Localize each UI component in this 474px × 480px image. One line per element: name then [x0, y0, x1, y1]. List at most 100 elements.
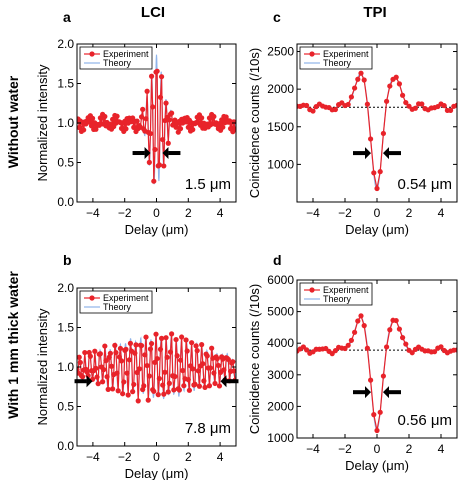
experiment-point: [143, 334, 149, 340]
experiment-point: [94, 374, 100, 380]
experiment-point: [215, 362, 221, 369]
experiment-point: [352, 329, 358, 335]
experiment-point: [448, 107, 454, 113]
experiment-point: [138, 342, 145, 349]
experiment-point: [212, 380, 218, 387]
width-label: 7.8 μm: [185, 420, 231, 437]
theory-series-line: [297, 72, 457, 190]
experiment-point: [143, 116, 149, 122]
experiment-point: [189, 340, 195, 346]
x-tick-label: −4: [306, 206, 320, 220]
experiment-point: [125, 392, 131, 398]
experiment-point: [126, 357, 132, 363]
experiment-point: [171, 387, 177, 393]
experiment-point: [118, 358, 125, 364]
experiment-point: [92, 348, 98, 354]
x-tick-label: −2: [338, 206, 352, 220]
experiment-point: [156, 375, 162, 382]
x-tick-label: 2: [406, 442, 413, 456]
row-title-without-water: Without water: [5, 75, 21, 168]
experiment-point: [161, 163, 167, 169]
experiment-point: [103, 358, 109, 364]
experiment-point: [196, 383, 203, 389]
experiment-point: [204, 353, 210, 359]
experiment-point: [102, 113, 108, 120]
experiment-point: [358, 70, 364, 76]
experiment-point: [454, 102, 457, 108]
experiment-point: [114, 113, 120, 119]
experiment-point: [77, 354, 82, 360]
experiment-point: [144, 362, 150, 369]
experiment-point: [172, 373, 178, 380]
experiment-point: [105, 386, 111, 392]
experiment-point: [163, 100, 169, 106]
width-label: 0.56 μm: [398, 412, 453, 429]
legend-theory-label: Theory: [103, 302, 132, 312]
experiment-point: [199, 342, 205, 348]
plot-area: [77, 331, 236, 404]
experiment-point: [169, 331, 175, 337]
legend-theory-label: Theory: [103, 58, 132, 68]
y-axis-label: Coincidence counts (/10s): [247, 284, 262, 434]
experiment-point: [432, 349, 438, 355]
x-axis-label: Delay (μm): [345, 458, 409, 473]
experiment-point: [190, 366, 196, 372]
experiment-point: [371, 412, 377, 418]
experiment-point: [380, 373, 386, 379]
experiment-point: [156, 162, 162, 168]
panel-c: c −4 −2 0 2 4 1000 1500 2000 2500 Delay (μm) Coinci…: [247, 9, 458, 237]
experiment-point: [374, 185, 380, 192]
experiment-point: [104, 374, 110, 380]
experiment-point: [348, 337, 354, 343]
experiment-point: [211, 370, 217, 376]
width-label: 0.54 μm: [398, 176, 453, 193]
experiment-point: [403, 99, 409, 106]
experiment-point: [406, 103, 412, 109]
x-tick-label: 4: [438, 206, 445, 220]
experiment-point: [150, 104, 156, 110]
experiment-point: [89, 115, 96, 121]
experiment-point: [134, 118, 140, 124]
x-tick-label: 2: [185, 206, 192, 220]
x-tick-label: −2: [118, 450, 132, 464]
experiment-point: [161, 391, 167, 397]
y-tick-label: 1.5: [57, 77, 74, 91]
x-axis-label: Delay (μm): [125, 222, 189, 237]
x-tick-label: −2: [118, 206, 132, 220]
experiment-point: [157, 94, 164, 100]
plot-area: [297, 70, 457, 192]
experiment-point: [135, 398, 141, 404]
experiment-point: [361, 323, 367, 329]
experiment-point: [158, 335, 165, 341]
experiment-point: [211, 113, 217, 120]
experiment-point: [177, 126, 184, 132]
experiment-point: [364, 101, 370, 107]
experiment-point: [332, 106, 338, 113]
experiment-point: [202, 384, 208, 390]
experiment-point: [116, 354, 122, 360]
experiment-point: [216, 121, 223, 127]
experiment-point: [400, 335, 406, 341]
experiment-point: [400, 92, 406, 98]
experiment-point: [81, 127, 87, 133]
experiment-point: [358, 313, 364, 319]
experiment-point: [154, 355, 160, 362]
panel-letter: b: [63, 252, 72, 268]
experiment-point: [152, 146, 158, 153]
experiment-point: [180, 367, 186, 374]
y-tick-label: 1500: [267, 120, 294, 134]
experiment-point: [355, 76, 361, 82]
experiment-point: [177, 357, 184, 363]
experiment-point: [162, 369, 168, 375]
experiment-point: [110, 116, 116, 122]
experiment-point: [380, 130, 386, 137]
experiment-point: [136, 366, 142, 372]
experiment-point: [387, 83, 393, 89]
legend-experiment-marker: [89, 51, 95, 57]
experiment-point: [179, 334, 185, 340]
y-tick-label: 1.5: [57, 321, 74, 335]
experiment-point: [166, 380, 172, 386]
x-tick-label: −2: [338, 442, 352, 456]
experiment-point: [371, 170, 377, 176]
